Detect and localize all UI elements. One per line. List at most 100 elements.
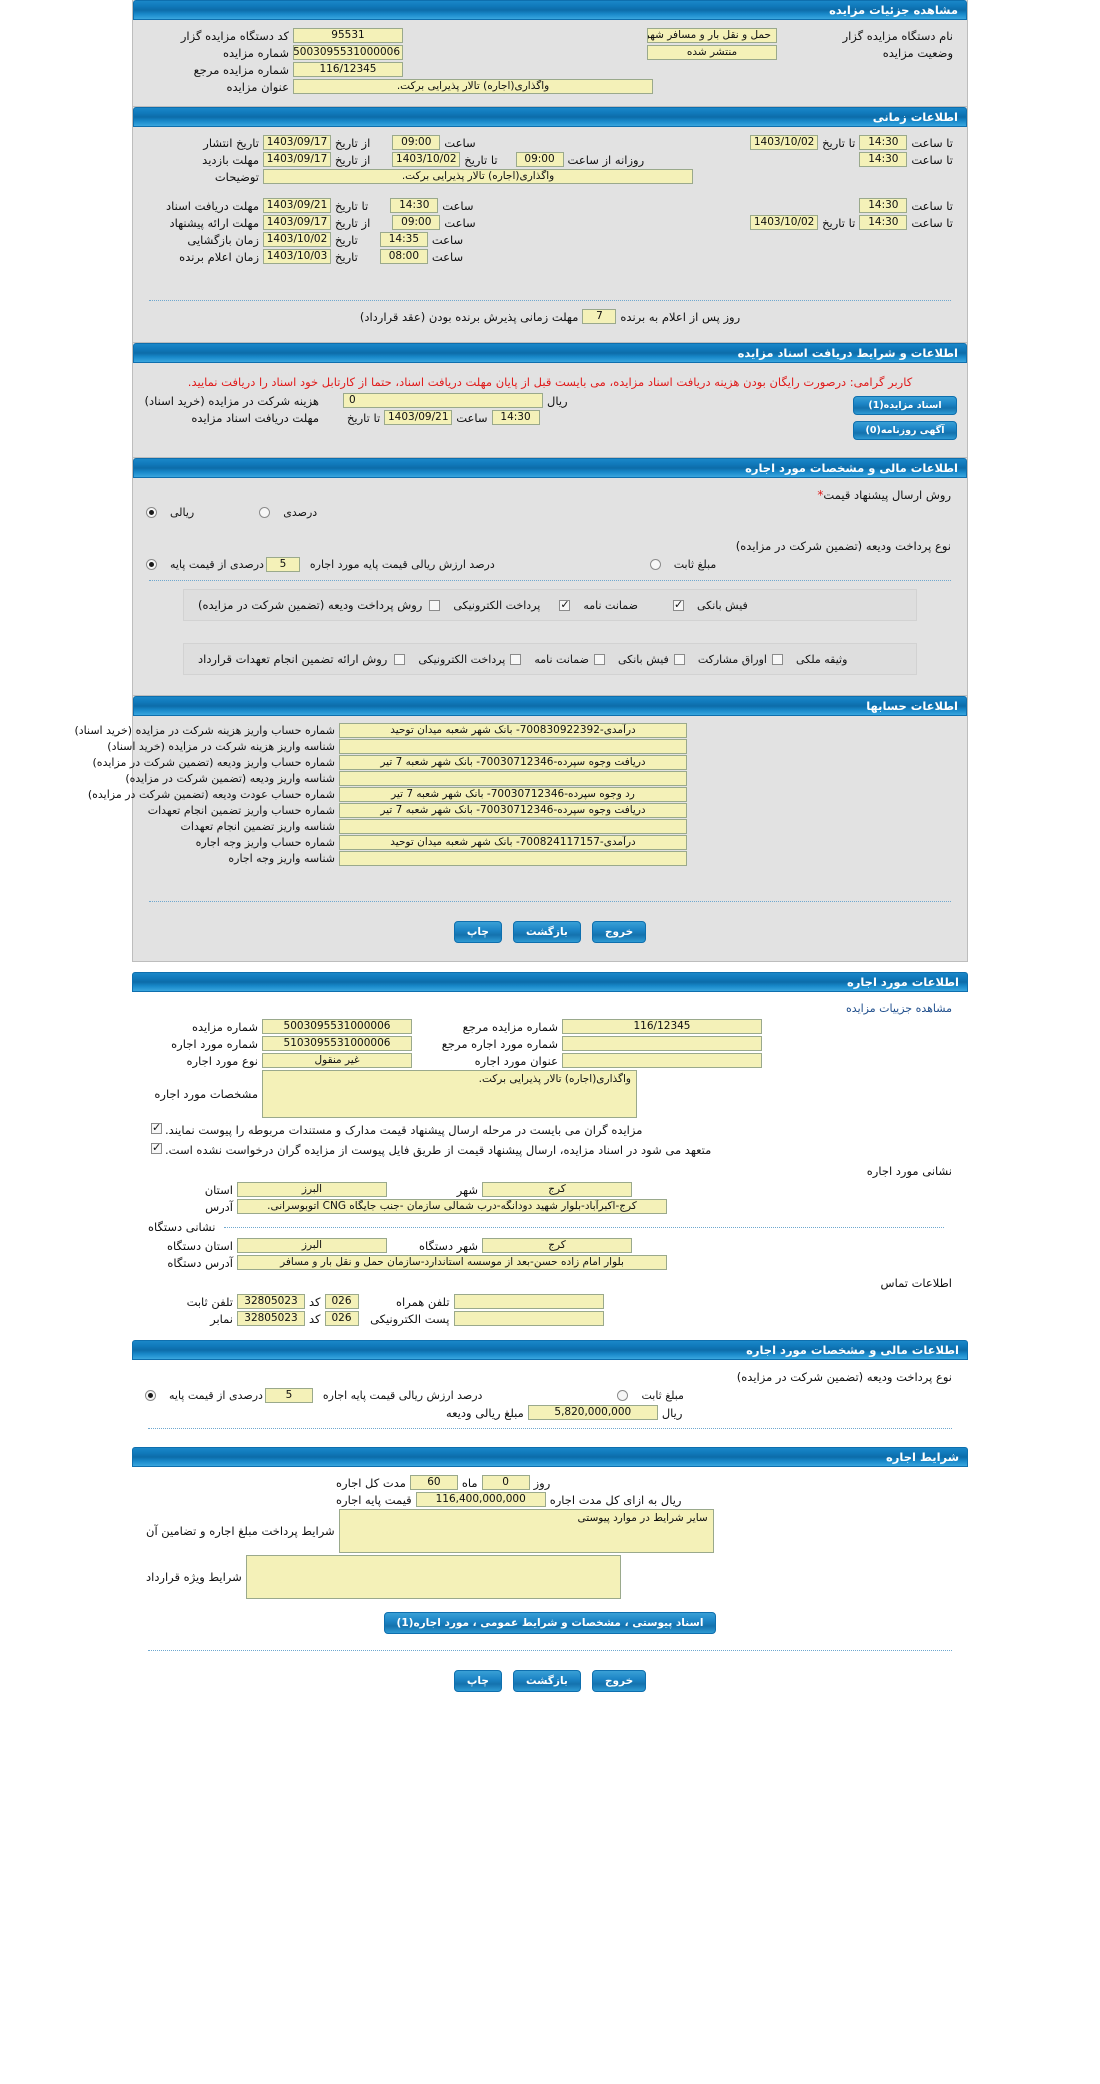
checkbox-no-file-bid-requirement[interactable] — [151, 1141, 162, 1154]
account-row: شناسه واریز ودیعه (تضمین شرکت در مزایده) — [125, 771, 957, 786]
guarantee-method-checkbox-2[interactable] — [593, 653, 605, 665]
field-lease-auction-no[interactable]: 5003095531000006 — [262, 1019, 412, 1034]
field-auction-status[interactable]: منتشر شده — [647, 45, 777, 60]
price-method-group-title: روش ارسال پیشنهاد قیمت* — [143, 484, 957, 504]
field-visit-to-time[interactable]: 14:30 — [859, 152, 908, 167]
field-base-price[interactable]: 116,400,000,000 — [415, 1492, 546, 1507]
field-winner-accept-days[interactable]: 7 — [582, 309, 617, 324]
field-lease-specs[interactable]: واگذاری(اجاره) تالار پذیرایی برکت. — [262, 1070, 637, 1118]
newspaper-ads-button[interactable]: آگهی روزنامه(0) — [853, 421, 957, 440]
back-button-bottom[interactable]: بازگشت — [513, 1670, 581, 1692]
label-auction-no: شماره مزایده — [223, 45, 289, 60]
field-fax[interactable]: 32805023 — [237, 1311, 305, 1326]
field-special-terms[interactable] — [245, 1555, 621, 1599]
field-bid-to-date[interactable]: 1403/10/02 — [750, 215, 819, 230]
field-docrec-time[interactable]: 14:30 — [390, 198, 439, 213]
field-auction-title[interactable]: واگذاری(اجاره) تالار پذیرایی برکت. — [293, 79, 653, 94]
field-lease-type[interactable]: غیر منقول — [262, 1053, 412, 1068]
field-timing-notes[interactable]: واگذاری(اجاره) تالار پذیرایی برکت. — [263, 169, 693, 184]
field-doc-deadline-time[interactable]: 14:30 — [491, 410, 540, 425]
field-deposit-percent[interactable]: 5 — [265, 557, 300, 572]
guarantee-method-checkbox-1[interactable] — [510, 653, 522, 665]
attachments-button[interactable]: اسناد پیوستی ، مشخصات و شرایط عمومی ، مو… — [383, 1612, 717, 1634]
field-fax-code[interactable]: 026 — [324, 1311, 359, 1326]
field-ref-lease-no[interactable] — [562, 1036, 762, 1051]
field-lease-province[interactable]: البرز — [237, 1182, 387, 1197]
field-duration-days[interactable]: 0 — [481, 1475, 530, 1490]
account-value-0[interactable]: درآمدی-700830922392- بانک شهر شعبه میدان… — [339, 723, 687, 738]
label-payment-terms: شرایط پرداخت مبلغ اجاره و تضامین آن — [146, 1524, 335, 1538]
field-email[interactable] — [453, 1311, 604, 1326]
field-publish-time[interactable]: 09:00 — [392, 135, 441, 150]
field-tel[interactable]: 32805023 — [237, 1294, 305, 1309]
field-agency-city[interactable]: کرج — [482, 1238, 632, 1253]
field-agency-code[interactable]: 95531 — [293, 28, 403, 43]
field-lease-city[interactable]: کرج — [482, 1182, 632, 1197]
field-agency-name[interactable]: حمل و نقل بار و مسافر شهر — [647, 28, 777, 43]
account-value-8[interactable] — [339, 851, 687, 866]
account-row: شناسه واریز هزینه شرکت در مزایده (خرید ا… — [107, 739, 957, 754]
checkbox-attach-docs-requirement[interactable] — [151, 1121, 162, 1134]
deposit-method-checkbox-2[interactable] — [672, 598, 684, 611]
field-lease-no[interactable]: 5103095531000006 — [262, 1036, 412, 1051]
radio-deposit-fixed[interactable] — [649, 559, 661, 570]
field-visit-to-date[interactable]: 1403/10/02 — [392, 152, 461, 167]
field-bid-time[interactable]: 09:00 — [392, 215, 441, 230]
account-value-1[interactable] — [339, 739, 687, 754]
label-visit-daily-from: روزانه از ساعت — [567, 152, 645, 167]
back-button-mid[interactable]: بازگشت — [513, 921, 581, 943]
field-visit-from-date[interactable]: 1403/09/17 — [263, 152, 331, 167]
exit-button-bottom[interactable]: خروج — [591, 1670, 647, 1692]
field-opening-time[interactable]: 14:35 — [379, 232, 428, 247]
field-publish-to-time[interactable]: 14:30 — [859, 135, 908, 150]
field-winner-date[interactable]: 1403/10/03 — [263, 249, 331, 264]
lease-subhead-link[interactable]: مشاهده جزییات مزایده — [846, 1002, 952, 1015]
field-agency-province[interactable]: البرز — [237, 1238, 387, 1253]
documents-notice: کاربر گرامی: درصورت رایگان بودن هزینه در… — [187, 375, 913, 389]
print-button-mid[interactable]: چاپ — [453, 921, 502, 943]
field-publish-to-date[interactable]: 1403/10/02 — [750, 135, 819, 150]
field-lease-address[interactable]: کرج-اکبرآباد-بلوار شهید دودانگه-درب شمال… — [237, 1199, 667, 1214]
field-agency-address[interactable]: بلوار امام زاده حسن-بعد از موسسه استاندا… — [237, 1255, 667, 1270]
deposit-method-checkbox-1[interactable] — [559, 598, 571, 611]
field-lease-deposit-amount[interactable]: 5,820,000,000 — [527, 1405, 658, 1420]
field-lease-deposit-percent[interactable]: 5 — [264, 1388, 313, 1403]
field-participation-cost[interactable]: 0 — [343, 393, 543, 408]
field-ref-auction-no[interactable]: 116/12345 — [293, 62, 403, 77]
guarantee-method-checkbox-4[interactable] — [772, 653, 783, 665]
auction-documents-button[interactable]: اسناد مزایده(1) — [853, 396, 957, 415]
field-docrec-to-date[interactable]: 1403/09/21 — [263, 198, 331, 213]
guarantee-method-checkbox-0[interactable] — [394, 653, 406, 665]
field-publish-from-date[interactable]: 1403/09/17 — [263, 135, 331, 150]
field-auction-no[interactable]: 5003095531000006 — [293, 45, 403, 60]
account-value-6[interactable] — [339, 819, 687, 834]
guarantee-method-checkbox-3[interactable] — [673, 653, 685, 665]
field-docrec-to-time[interactable]: 14:30 — [859, 198, 908, 213]
print-button-bottom[interactable]: چاپ — [453, 1670, 502, 1692]
field-opening-date[interactable]: 1403/10/02 — [263, 232, 331, 247]
account-value-2[interactable]: دریافت وجوه سپرده-70030712346- بانک شهر … — [339, 755, 687, 770]
field-payment-terms[interactable]: سایر شرایط در موارد پیوستی — [338, 1509, 714, 1553]
account-value-3[interactable] — [339, 771, 687, 786]
account-value-4[interactable]: رد وجوه سپرده-70030712346- بانک شهر شعبه… — [339, 787, 687, 802]
field-bid-from-date[interactable]: 1403/09/17 — [263, 215, 331, 230]
field-doc-deadline-date[interactable]: 1403/09/21 — [384, 410, 453, 425]
field-mobile[interactable] — [453, 1294, 604, 1309]
field-duration-months[interactable]: 60 — [409, 1475, 458, 1490]
account-value-5[interactable]: دریافت وجوه سپرده-70030712346- بانک شهر … — [339, 803, 687, 818]
field-lease-title[interactable] — [562, 1053, 762, 1068]
account-label-4: شماره حساب عودت ودیعه (تضمین شرکت در مزا… — [87, 788, 335, 801]
field-bid-to-time[interactable]: 14:30 — [859, 215, 908, 230]
radio-lease-deposit-fixed[interactable] — [617, 1390, 629, 1401]
radio-deposit-percent[interactable] — [146, 559, 157, 570]
field-tel-code[interactable]: 026 — [324, 1294, 359, 1309]
radio-price-percent[interactable] — [259, 507, 271, 518]
field-winner-time[interactable]: 08:00 — [379, 249, 428, 264]
exit-button-mid[interactable]: خروج — [591, 921, 647, 943]
account-value-7[interactable]: درآمدی-700824117157- بانک شهر شعبه میدان… — [339, 835, 687, 850]
field-lease-ref-auction-no[interactable]: 116/12345 — [562, 1019, 762, 1034]
field-visit-daily-from[interactable]: 09:00 — [515, 152, 564, 167]
radio-price-rial[interactable] — [146, 507, 157, 518]
radio-lease-deposit-percent[interactable] — [145, 1390, 156, 1401]
deposit-method-checkbox-0[interactable] — [429, 599, 441, 611]
